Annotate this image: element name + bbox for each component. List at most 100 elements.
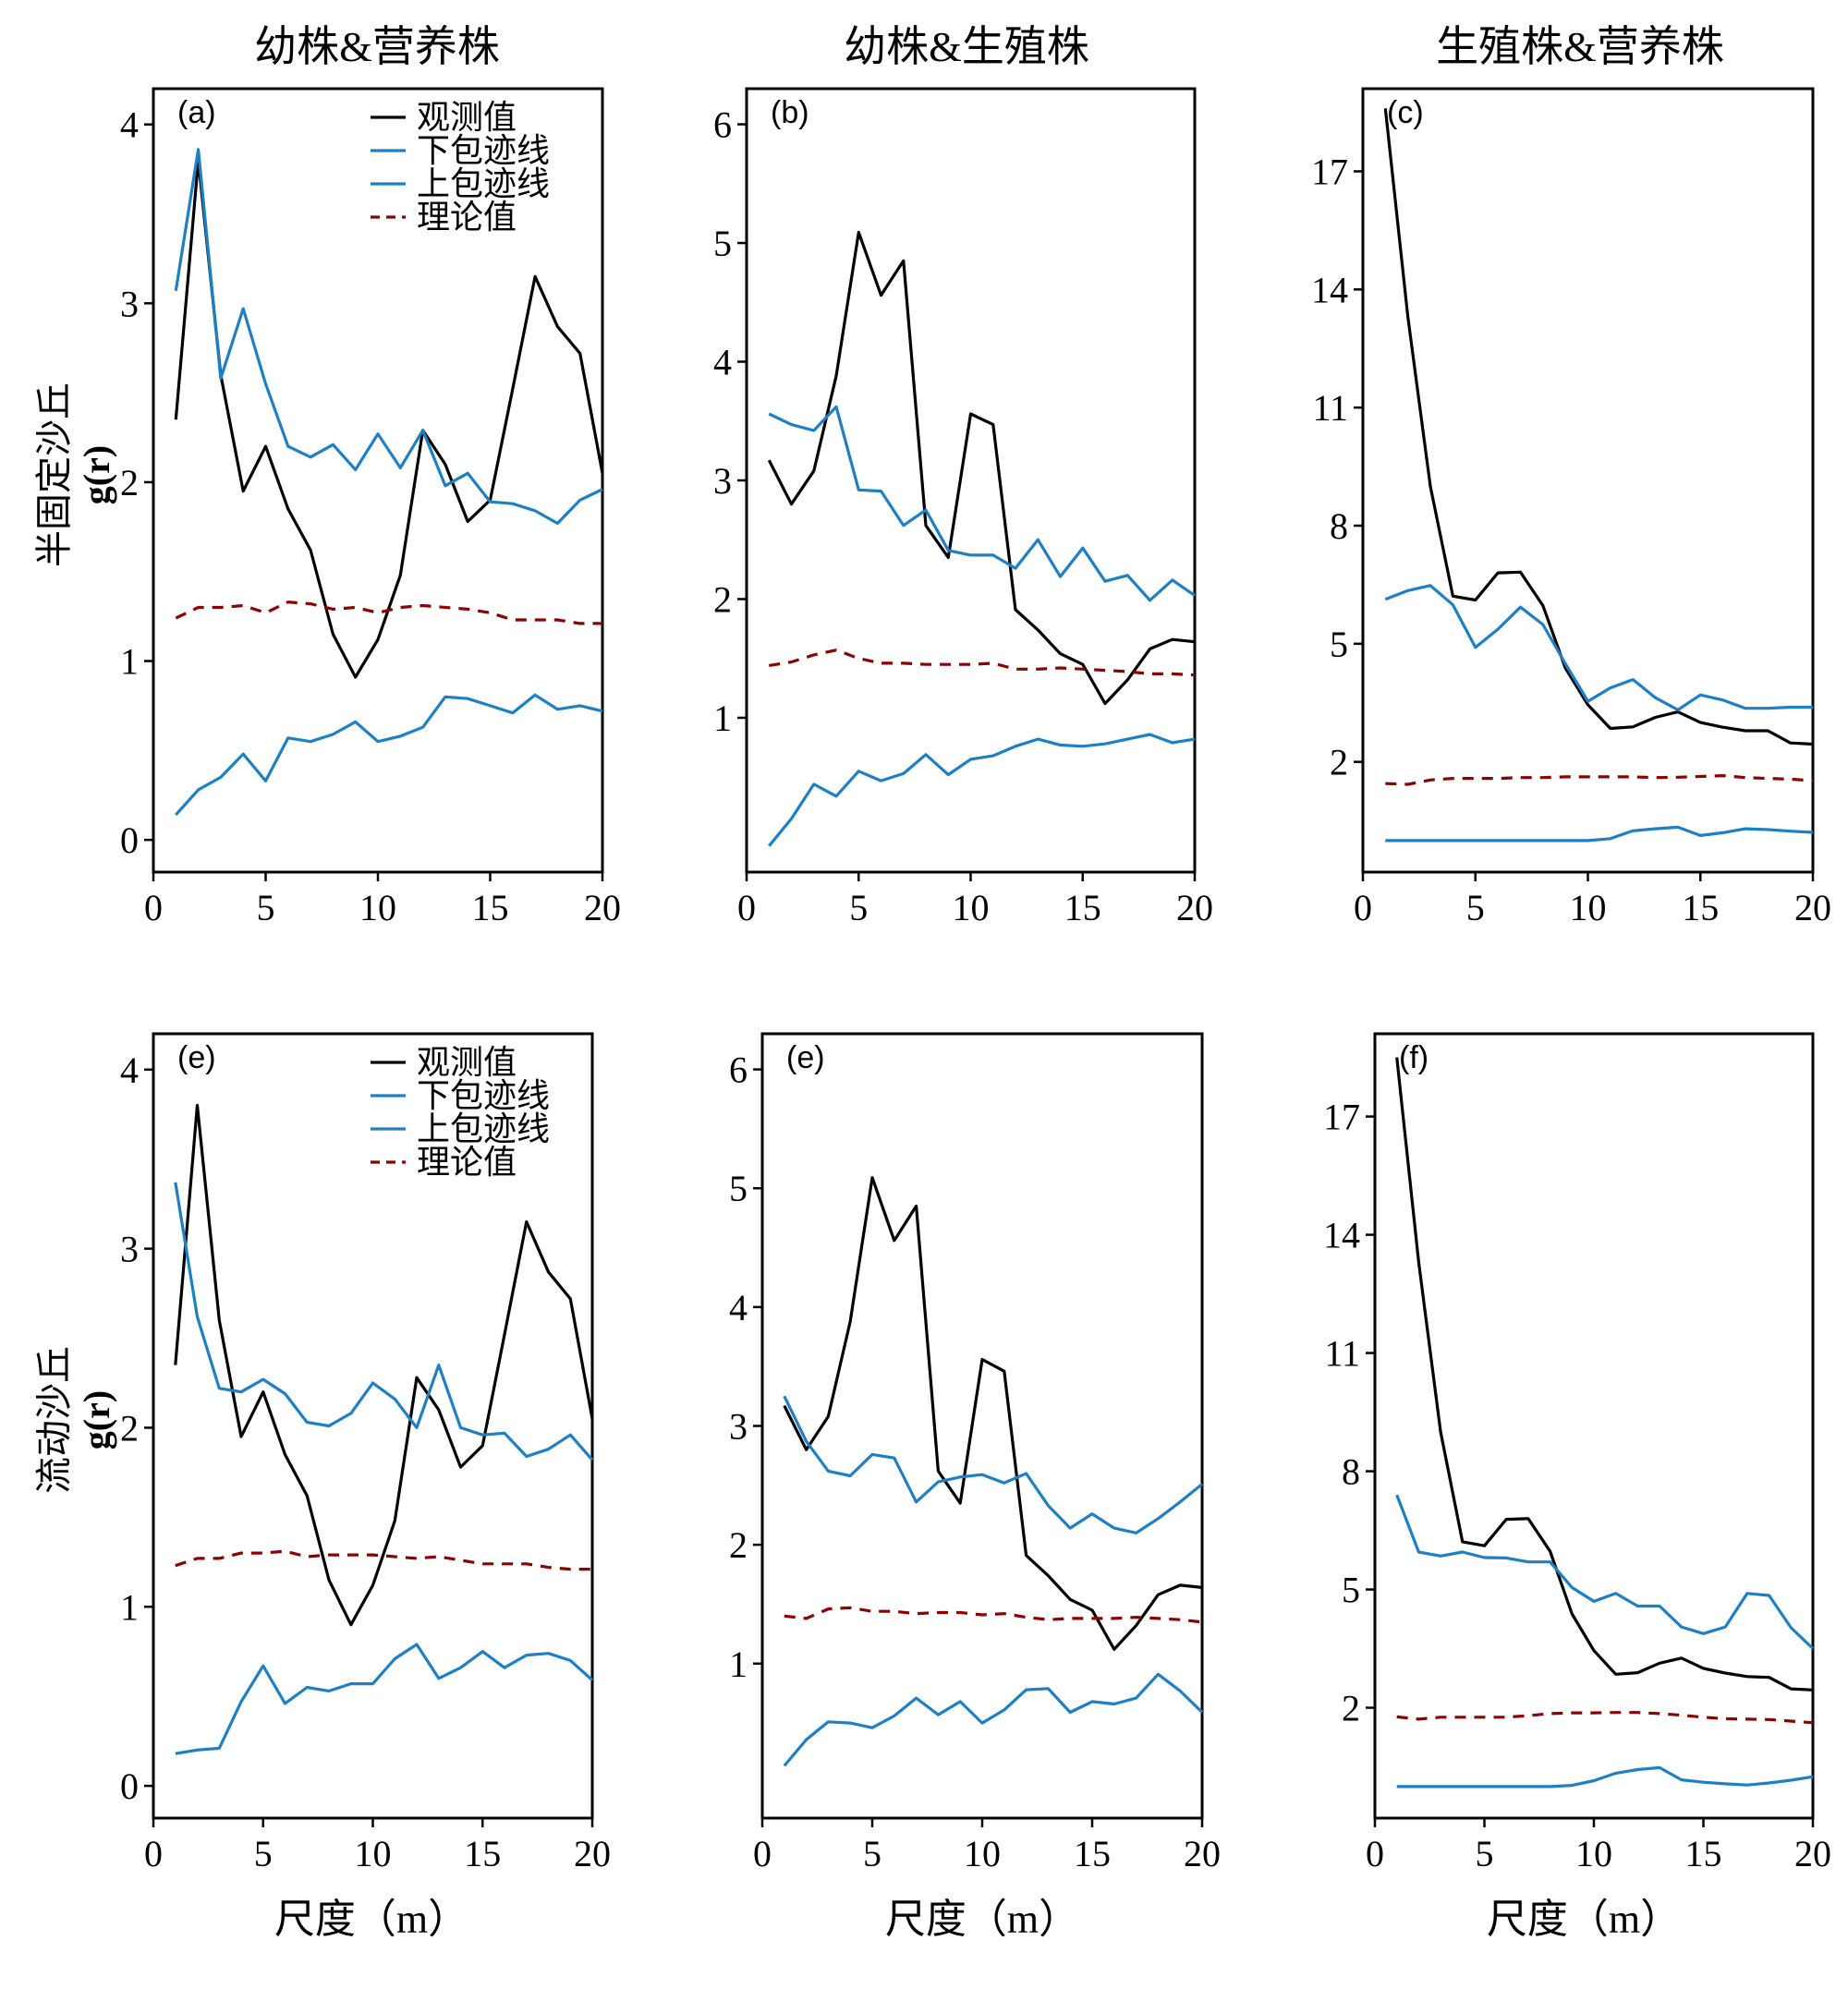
plot-frame [760,1032,1204,1820]
y-tick-label: 0 [120,819,139,861]
legend-label: 下包迹线 [417,1077,550,1114]
x-tick-label: 15 [1064,887,1101,928]
y-tick-label: 2 [120,462,139,503]
x-tick-label: 0 [753,1833,772,1874]
y-tick-label: 17 [1323,1097,1360,1138]
y-tick-label: 6 [713,104,732,146]
y-axis-label-1: g(r) [76,445,117,504]
y-tick-label: 14 [1323,1215,1360,1256]
y-tick-label: 3 [120,283,139,324]
x-tick-label: 20 [1184,1833,1221,1874]
series-envelope-top [1395,1494,1815,1650]
series-envelope-top [1384,584,1813,712]
x-tick-label: 15 [464,1833,501,1874]
x-tick-label: 10 [355,1833,392,1874]
series-envelope-bottom [1385,825,1814,843]
y-tick-label: 1 [120,1586,139,1628]
plot-frame [745,87,1197,874]
y-tick-label: 1 [713,697,732,739]
y-tick-label: 11 [1324,1333,1360,1375]
x-tick-label: 5 [863,1833,881,1874]
y-tick-label: 4 [120,104,139,146]
series-theory [784,1606,1203,1624]
x-tick-label: 0 [1354,887,1372,928]
series-theory [1385,773,1814,786]
y-tick-label: 0 [120,1765,139,1807]
series-envelope-bottom [783,1672,1204,1767]
series-envelope-top [783,1395,1204,1534]
series-theory [175,1549,592,1571]
y-axis-label-2: g(r) [76,1390,117,1449]
y-tick-label: 2 [1330,742,1348,783]
y-tick-label: 5 [713,223,732,264]
x-tick-label: 5 [254,1833,273,1874]
plot-frame [152,87,604,874]
series-observed [767,230,1196,706]
panel-letter: (a) [177,95,216,130]
y-tick-label: 11 [1312,387,1348,429]
legend-label: 下包迹线 [417,132,550,169]
panel-letter: (e) [177,1040,216,1075]
y-tick-label: 2 [729,1524,748,1566]
series-theory [769,649,1196,677]
x-axis-label-2: 尺度（m） [885,1897,1079,1942]
y-tick-label: 5 [729,1168,748,1209]
x-tick-label: 10 [1575,1833,1612,1874]
panel-5: 0 5 10 15 20 1 2 3 4 5 6 (e) [729,1032,1221,1874]
x-tick-label: 20 [1794,887,1831,928]
x-tick-label: 0 [1366,1833,1384,1874]
series-observed [783,1176,1203,1651]
legend-label: 观测值 [417,1044,517,1081]
y-tick-label: 17 [1311,151,1348,192]
y-tick-label: 4 [729,1287,748,1328]
y-tick-label: 6 [729,1049,748,1091]
series-theory [1396,1711,1814,1725]
x-tick-label: 20 [1176,887,1213,928]
x-tick-label: 20 [1794,1833,1831,1874]
y-tick-label: 1 [120,641,139,683]
legend-label: 观测值 [417,99,517,136]
x-tick-label: 5 [257,887,275,928]
x-tick-label: 15 [472,887,509,928]
series-observed [1395,1057,1814,1692]
x-tick-label: 5 [1476,1833,1494,1874]
plot-frame [152,1032,594,1820]
panel-letter: (f) [1399,1040,1429,1075]
series-envelope-bottom [768,733,1196,847]
x-tick-label: 10 [953,887,990,928]
y-tick-label: 2 [1342,1688,1360,1729]
row-label-2: 流动沙丘 [33,1346,75,1494]
x-tick-label: 10 [359,887,396,928]
panel-letter: (c) [1387,95,1424,130]
x-tick-label: 0 [144,887,163,928]
x-tick-label: 5 [849,887,868,928]
panel-letter: (e) [786,1040,825,1075]
y-tick-label: 3 [713,460,732,502]
y-tick-label: 1 [729,1643,748,1685]
series-envelope-top [174,148,603,526]
series-envelope-bottom [175,1643,594,1755]
series-envelope-top [768,405,1196,602]
series-envelope-top [174,1182,594,1461]
legend-label: 上包迹线 [417,165,550,202]
x-tick-label: 0 [737,887,756,928]
series-observed [1383,108,1814,746]
x-tick-label: 15 [1682,887,1719,928]
x-tick-label: 10 [964,1833,1001,1874]
y-tick-label: 14 [1311,269,1348,310]
y-tick-label: 3 [120,1229,139,1270]
legend-label: 理论值 [417,199,517,236]
legend-label: 理论值 [417,1144,517,1181]
column-title-2: 幼株&生殖株 [844,23,1089,70]
x-tick-label: 15 [1685,1833,1722,1874]
panel-2: 0 5 10 15 20 1 2 3 4 5 6 (b) [713,87,1213,928]
column-title-3: 生殖株&营养株 [1436,23,1724,70]
y-tick-label: 2 [120,1407,139,1449]
x-tick-label: 20 [584,887,621,928]
